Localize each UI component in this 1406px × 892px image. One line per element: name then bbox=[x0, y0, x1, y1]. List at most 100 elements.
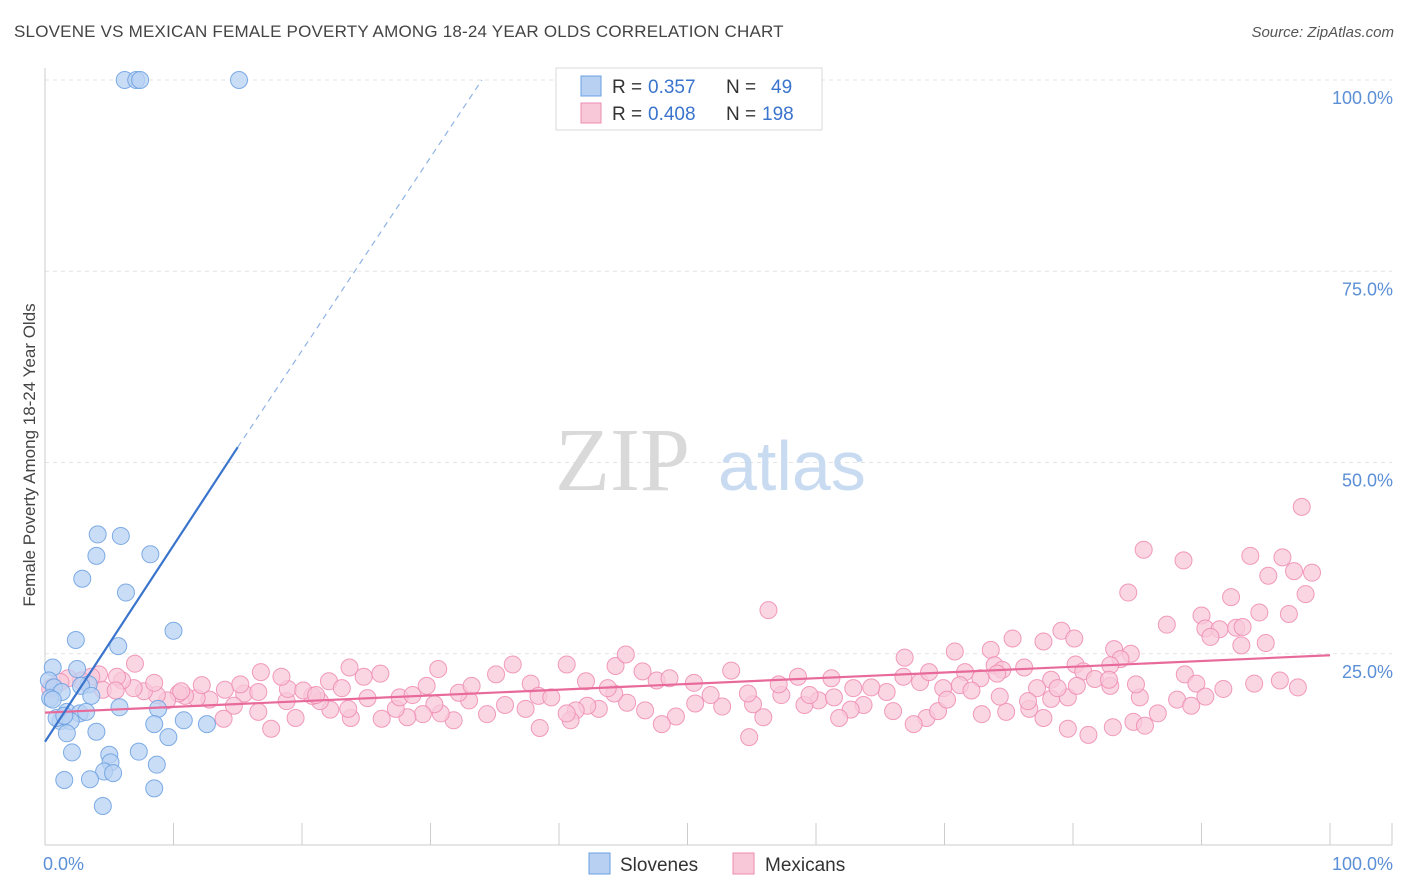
trend-lines bbox=[44, 79, 1331, 743]
point-mexicans-66 bbox=[824, 688, 843, 707]
stat-n-value-slovenes: 49 bbox=[771, 77, 792, 98]
point-mexicans-179 bbox=[722, 661, 741, 680]
y-tick-label-3: 100.0% bbox=[1332, 88, 1393, 108]
series-slovenes-points bbox=[39, 71, 249, 815]
series-legend: Slovenes Mexicans bbox=[588, 852, 845, 876]
point-mexicans-164 bbox=[487, 665, 506, 684]
point-mexicans-80 bbox=[1135, 716, 1154, 735]
point-mexicans-86 bbox=[740, 728, 759, 747]
point-mexicans-157 bbox=[371, 664, 390, 683]
point-mexicans-191 bbox=[1019, 692, 1038, 711]
point-mexicans-77 bbox=[1079, 725, 1098, 744]
point-mexicans-3 bbox=[1241, 546, 1260, 565]
trend-line-slovenes-extension bbox=[237, 79, 483, 448]
point-mexicans-10 bbox=[1222, 588, 1241, 607]
chart-title: SLOVENE VS MEXICAN FEMALE POVERTY AMONG … bbox=[14, 22, 784, 41]
point-mexicans-23 bbox=[1065, 629, 1084, 648]
point-mexicans-123 bbox=[214, 709, 233, 728]
point-mexicans-196 bbox=[251, 663, 270, 682]
point-mexicans-194 bbox=[1099, 670, 1118, 689]
point-slovenes-46 bbox=[80, 770, 99, 789]
point-slovenes-7 bbox=[141, 545, 160, 564]
point-mexicans-113 bbox=[339, 699, 358, 718]
point-slovenes-8 bbox=[73, 569, 92, 588]
point-mexicans-76 bbox=[1058, 719, 1077, 738]
point-slovenes-33 bbox=[174, 711, 193, 730]
point-mexicans-48 bbox=[988, 664, 1007, 683]
stats-legend: R = 0.357 N = 49 R = 0.408 N = 198 bbox=[555, 67, 823, 131]
point-mexicans-25 bbox=[759, 601, 778, 620]
point-mexicans-98 bbox=[557, 704, 576, 723]
point-mexicans-168 bbox=[542, 688, 561, 707]
point-mexicans-110 bbox=[372, 709, 391, 728]
point-mexicans-143 bbox=[125, 654, 144, 673]
point-slovenes-42 bbox=[147, 755, 166, 774]
point-mexicans-148 bbox=[231, 675, 250, 694]
point-mexicans-180 bbox=[738, 684, 757, 703]
point-slovenes-3 bbox=[230, 71, 249, 89]
point-mexicans-6 bbox=[1259, 566, 1278, 585]
legend-swatch-slovenes bbox=[580, 75, 602, 97]
point-mexicans-4 bbox=[1273, 548, 1292, 567]
point-slovenes-2 bbox=[131, 71, 150, 89]
point-mexicans-102 bbox=[478, 705, 497, 724]
point-mexicans-1 bbox=[1134, 540, 1153, 559]
point-mexicans-68 bbox=[884, 702, 903, 721]
point-mexicans-176 bbox=[660, 669, 679, 688]
point-mexicans-40 bbox=[1245, 674, 1264, 693]
point-slovenes-6 bbox=[87, 546, 106, 565]
point-slovenes-26 bbox=[110, 698, 129, 717]
point-slovenes-9 bbox=[116, 583, 135, 602]
source-label: Source: ZipAtlas.com bbox=[1251, 24, 1394, 41]
point-slovenes-44 bbox=[104, 764, 123, 783]
point-mexicans-193 bbox=[1067, 676, 1086, 695]
x-tick-label-1: 100.0% bbox=[1332, 854, 1393, 874]
stat-r-label-mexicans: R = bbox=[612, 104, 642, 125]
point-mexicans-81 bbox=[830, 709, 849, 728]
point-mexicans-170 bbox=[576, 672, 595, 691]
point-slovenes-12 bbox=[109, 637, 128, 656]
point-mexicans-18 bbox=[1233, 617, 1252, 636]
point-slovenes-48 bbox=[93, 796, 112, 815]
point-mexicans-90 bbox=[652, 715, 671, 734]
point-mexicans-165 bbox=[503, 655, 522, 674]
point-mexicans-38 bbox=[1187, 674, 1206, 693]
point-mexicans-27 bbox=[1034, 632, 1053, 651]
point-mexicans-161 bbox=[429, 660, 448, 679]
point-mexicans-62 bbox=[877, 683, 896, 701]
series-mexicans-points bbox=[41, 497, 1322, 747]
point-mexicans-45 bbox=[1182, 696, 1201, 715]
point-slovenes-10 bbox=[164, 621, 183, 640]
stat-n-label-mexicans: N = bbox=[726, 104, 756, 125]
point-mexicans-172 bbox=[606, 656, 625, 675]
point-mexicans-13 bbox=[1250, 603, 1269, 622]
point-mexicans-145 bbox=[172, 682, 191, 701]
point-mexicans-163 bbox=[462, 676, 481, 695]
point-mexicans-5 bbox=[1303, 563, 1322, 582]
point-mexicans-70 bbox=[904, 715, 923, 734]
point-mexicans-88 bbox=[686, 694, 705, 713]
point-mexicans-85 bbox=[754, 708, 773, 727]
point-mexicans-92 bbox=[618, 693, 637, 712]
y-tick-label-1: 50.0% bbox=[1342, 471, 1393, 491]
point-mexicans-186 bbox=[895, 648, 914, 667]
point-mexicans-91 bbox=[636, 701, 655, 720]
point-mexicans-89 bbox=[666, 707, 685, 726]
point-slovenes-4 bbox=[88, 525, 107, 544]
point-slovenes-47 bbox=[145, 779, 164, 798]
point-mexicans-182 bbox=[789, 667, 808, 686]
point-mexicans-26 bbox=[1003, 629, 1022, 648]
legend-swatch-mexicans bbox=[580, 102, 602, 124]
point-mexicans-58 bbox=[894, 667, 913, 686]
stat-n-label-slovenes: N = bbox=[726, 77, 756, 98]
point-mexicans-63 bbox=[862, 678, 881, 697]
x-tick-labels: 0.0% 100.0% bbox=[43, 854, 1393, 874]
y-tick-labels: 25.0% 50.0% 75.0% 100.0% bbox=[1332, 88, 1393, 682]
point-mexicans-87 bbox=[713, 697, 732, 716]
point-slovenes-20 bbox=[43, 690, 62, 709]
point-mexicans-144 bbox=[145, 673, 164, 692]
point-mexicans-100 bbox=[516, 699, 535, 718]
point-mexicans-174 bbox=[633, 662, 652, 681]
legend-item-mexicans: Mexicans bbox=[765, 855, 845, 876]
